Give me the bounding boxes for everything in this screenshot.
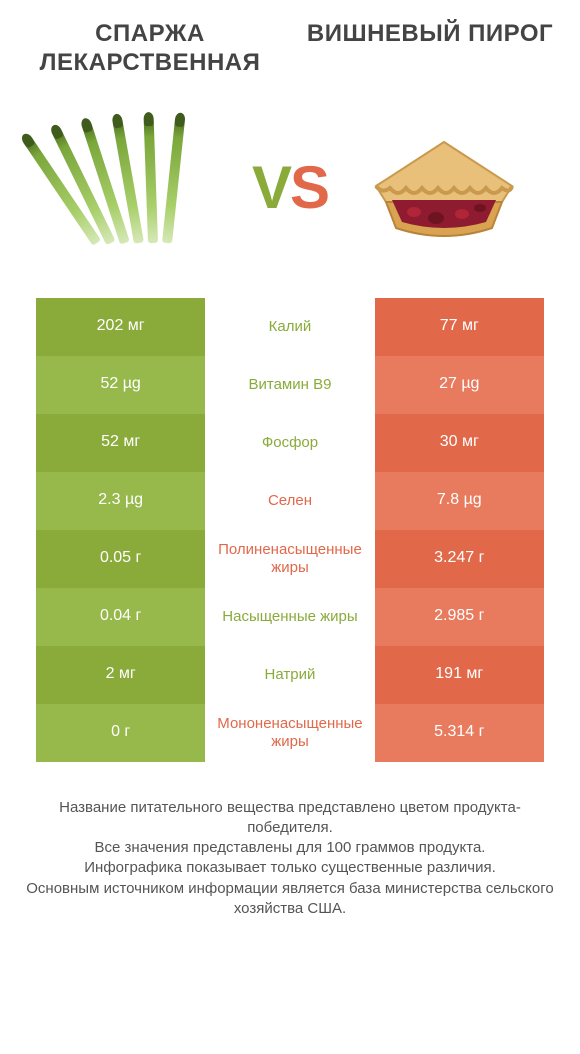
left-value: 2.3 µg bbox=[36, 472, 205, 530]
nutrient-label: Селен bbox=[205, 472, 374, 530]
image-row: VS bbox=[0, 88, 580, 298]
nutrient-label: Насыщенные жиры bbox=[205, 588, 374, 646]
nutrient-label: Мононенасыщенные жиры bbox=[205, 704, 374, 762]
right-value: 2.985 г bbox=[375, 588, 544, 646]
table-row: 0.05 гПолиненасыщенные жиры3.247 г bbox=[36, 530, 544, 588]
nutrient-label: Калий bbox=[205, 298, 374, 356]
right-value: 77 мг bbox=[375, 298, 544, 356]
nutrient-label: Витамин B9 bbox=[205, 356, 374, 414]
left-value: 2 мг bbox=[36, 646, 205, 704]
vs-s: S bbox=[290, 154, 328, 221]
right-product-title: ВИШНЕВЫЙ ПИРОГ bbox=[290, 20, 570, 78]
footnote: Название питательного вещества представл… bbox=[0, 762, 580, 920]
nutrient-label: Полиненасыщенные жиры bbox=[205, 530, 374, 588]
left-value: 52 µg bbox=[36, 356, 205, 414]
right-value: 7.8 µg bbox=[375, 472, 544, 530]
nutrient-label: Натрий bbox=[205, 646, 374, 704]
header: СПАРЖА ЛЕКАРСТВЕННАЯ ВИШНЕВЫЙ ПИРОГ bbox=[0, 0, 580, 88]
left-value: 0.04 г bbox=[36, 588, 205, 646]
right-value: 3.247 г bbox=[375, 530, 544, 588]
footnote-line: Все значения представлены для 100 граммо… bbox=[24, 838, 556, 858]
right-product-image bbox=[338, 108, 550, 268]
left-value: 0.05 г bbox=[36, 530, 205, 588]
footnote-line: Название питательного вещества представл… bbox=[24, 798, 556, 839]
asparagus-icon bbox=[56, 118, 216, 258]
vs-label: VS bbox=[242, 153, 338, 222]
right-value: 5.314 г bbox=[375, 704, 544, 762]
vs-v: V bbox=[252, 154, 290, 221]
pie-icon bbox=[364, 128, 524, 248]
footnote-line: Инфографика показывает только существенн… bbox=[24, 858, 556, 878]
left-product-image bbox=[30, 108, 242, 268]
left-product-title: СПАРЖА ЛЕКАРСТВЕННАЯ bbox=[10, 20, 290, 78]
left-value: 202 мг bbox=[36, 298, 205, 356]
table-row: 2.3 µgСелен7.8 µg bbox=[36, 472, 544, 530]
table-row: 2 мгНатрий191 мг bbox=[36, 646, 544, 704]
left-value: 0 г bbox=[36, 704, 205, 762]
table-row: 202 мгКалий77 мг bbox=[36, 298, 544, 356]
footnote-line: Основным источником информации является … bbox=[24, 879, 556, 920]
table-row: 0 гМононенасыщенные жиры5.314 г bbox=[36, 704, 544, 762]
right-value: 191 мг bbox=[375, 646, 544, 704]
right-value: 27 µg bbox=[375, 356, 544, 414]
table-row: 0.04 гНасыщенные жиры2.985 г bbox=[36, 588, 544, 646]
table-row: 52 мгФосфор30 мг bbox=[36, 414, 544, 472]
table-row: 52 µgВитамин B927 µg bbox=[36, 356, 544, 414]
nutrient-label: Фосфор bbox=[205, 414, 374, 472]
comparison-table: 202 мгКалий77 мг52 µgВитамин B927 µg52 м… bbox=[36, 298, 544, 762]
right-value: 30 мг bbox=[375, 414, 544, 472]
left-value: 52 мг bbox=[36, 414, 205, 472]
